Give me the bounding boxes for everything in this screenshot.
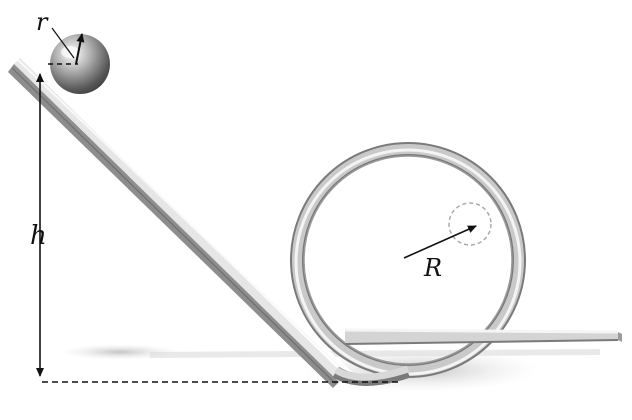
height-label: h [30, 221, 47, 251]
loop-radius-label: R [423, 254, 442, 282]
loop-entry-rail [332, 365, 410, 386]
exit-rail [344, 328, 622, 345]
ramp-rail [8, 58, 352, 388]
ball [50, 34, 110, 94]
ball-at-loop-indicator [448, 202, 492, 246]
loop-radius-arrow [403, 225, 477, 259]
ball-radius-arrow [75, 33, 85, 65]
ball-radius-label: r [36, 8, 49, 36]
ball-radius-leader [51, 27, 75, 59]
